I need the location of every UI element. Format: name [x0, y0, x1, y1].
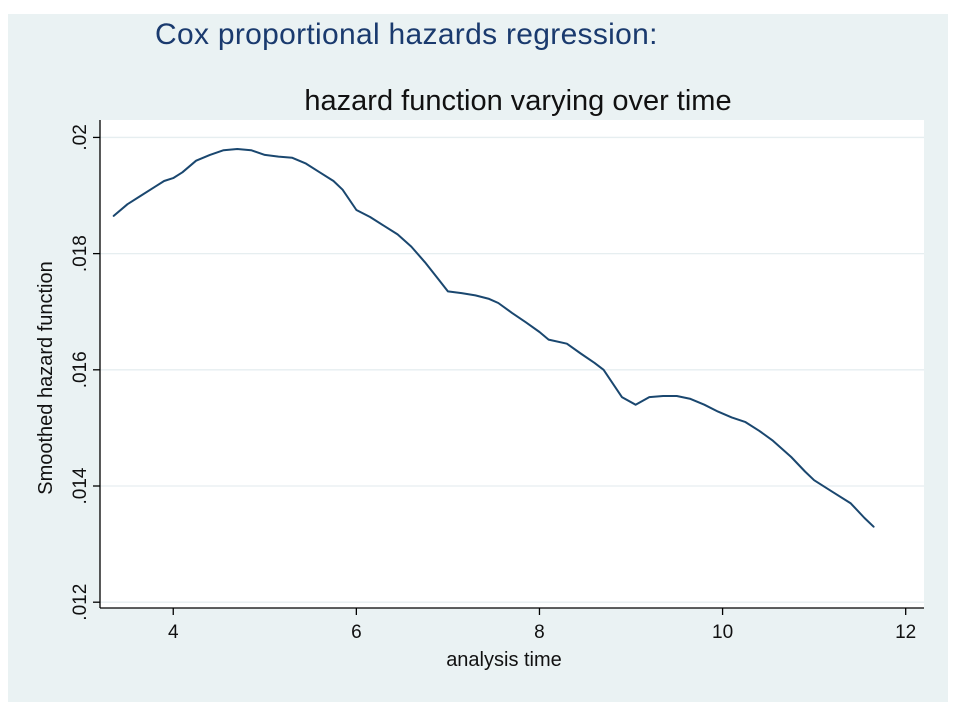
x-tick-label: 10: [712, 622, 733, 643]
y-tick-label: .018: [70, 235, 91, 272]
plot-background: [100, 120, 924, 608]
x-tick-label: 4: [168, 622, 179, 643]
hazard-chart: 4 6 8 10 12 .012 .014 .016 .018 .02 hazard functio…: [8, 14, 948, 702]
y-tick-label: .014: [70, 467, 91, 504]
y-tick-label: .02: [70, 124, 91, 150]
y-tick-label: .016: [70, 351, 91, 388]
x-tick-label: 12: [895, 622, 916, 643]
slide-title: Cox proportional hazards regression:: [155, 18, 658, 51]
x-axis-label: analysis time: [446, 649, 562, 671]
y-axis-label: Smoothed hazard function: [35, 261, 57, 495]
chart-title: hazard function varying over time: [304, 85, 731, 117]
chart-frame: 4 6 8 10 12 .012 .014 .016 .018 .02 hazard functio…: [8, 14, 948, 702]
y-tick-label: .012: [70, 584, 91, 621]
series-line-0: [112, 148, 875, 528]
x-tick-label: 6: [351, 622, 362, 643]
x-tick-label: 8: [534, 622, 545, 643]
